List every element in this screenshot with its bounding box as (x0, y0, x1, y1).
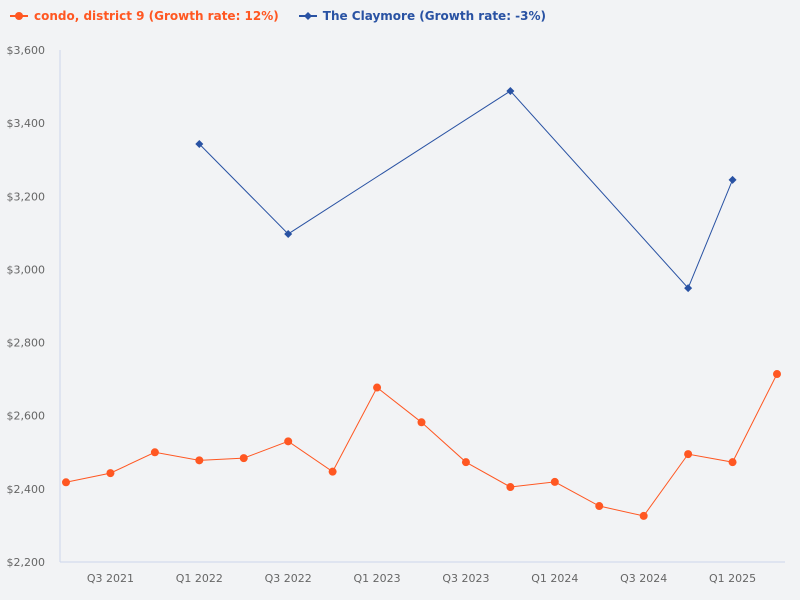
data-point (417, 418, 426, 427)
series-line-0 (65, 373, 778, 517)
circle-marker-icon (10, 12, 28, 20)
y-tick-label: $2,400 (7, 483, 46, 496)
data-point (195, 139, 204, 148)
data-point (328, 467, 337, 476)
y-tick-label: $3,600 (7, 44, 46, 57)
data-point (684, 284, 693, 293)
data-point (728, 458, 737, 467)
data-point (684, 450, 693, 459)
data-point (728, 175, 737, 184)
y-tick-label: $2,200 (7, 556, 46, 569)
y-tick-label: $3,200 (7, 190, 46, 203)
y-tick-label: $2,800 (7, 337, 46, 350)
legend-item-claymore[interactable]: The Claymore (Growth rate: -3%) (298, 9, 547, 23)
data-point (373, 383, 382, 392)
diamond-marker-icon (298, 12, 317, 20)
legend: condo, district 9 (Growth rate: 12%) The… (10, 9, 546, 23)
data-point (506, 483, 515, 492)
x-tick-label: Q1 2022 (176, 572, 223, 585)
data-point (550, 477, 559, 486)
series-line-1 (198, 90, 734, 290)
legend-label: The Claymore (Growth rate: -3%) (322, 9, 547, 23)
data-point (239, 454, 248, 463)
y-tick-label: $3,000 (7, 263, 46, 276)
x-tick-label: Q3 2021 (87, 572, 134, 585)
data-point (773, 370, 781, 379)
data-point (195, 456, 204, 465)
data-point (62, 478, 70, 487)
legend-label: condo, district 9 (Growth rate: 12%) (34, 9, 279, 23)
legend-item-condo[interactable]: condo, district 9 (Growth rate: 12%) (10, 9, 279, 23)
data-point (461, 458, 470, 467)
data-point (284, 437, 293, 446)
x-tick-label: Q3 2022 (265, 572, 312, 585)
y-tick-label: $3,400 (7, 117, 46, 130)
data-point (284, 229, 293, 238)
data-point (639, 511, 648, 520)
data-point (106, 469, 115, 478)
data-point (506, 86, 515, 95)
x-tick-label: Q3 2023 (442, 572, 489, 585)
x-tick-label: Q1 2025 (709, 572, 756, 585)
x-tick-label: Q1 2023 (353, 572, 400, 585)
data-point (595, 502, 604, 511)
x-tick-label: Q1 2024 (531, 572, 578, 585)
x-tick-label: Q3 2024 (620, 572, 667, 585)
y-tick-label: $2,600 (7, 410, 46, 423)
data-point (150, 448, 159, 457)
